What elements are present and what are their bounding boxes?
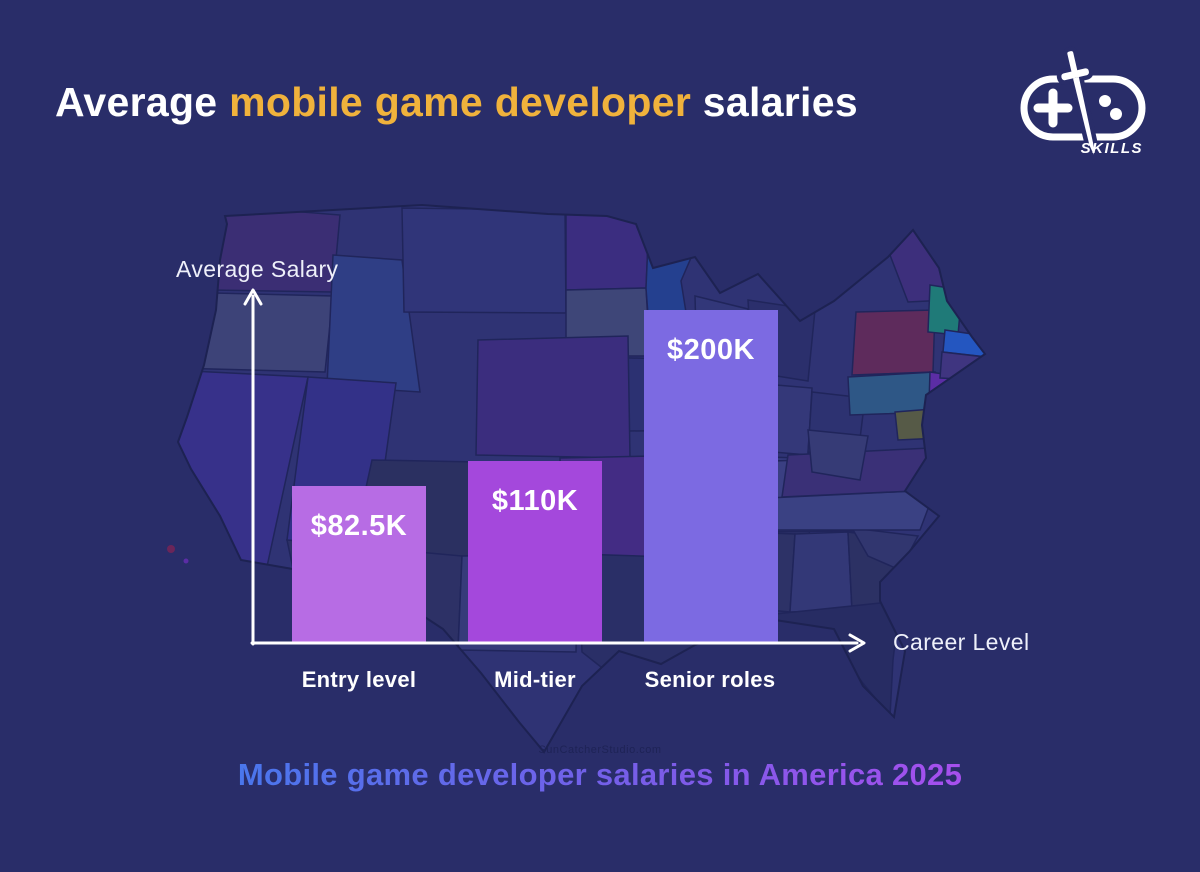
watermark-text: SunCatcherStudio.com: [538, 744, 662, 756]
bar-value-label: $200K: [667, 334, 755, 366]
x-axis-label: Career Level: [893, 629, 1030, 655]
y-axis-arrowhead-icon: [243, 288, 263, 306]
title-highlight: mobile game developer: [229, 79, 692, 125]
game-controller-sword-icon: [1020, 46, 1146, 160]
bar-entry-level: $82.5K: [292, 486, 426, 643]
map-island-dot: [167, 545, 175, 553]
sword-icon: [1056, 46, 1099, 160]
page-title: Average mobile game developer salaries: [55, 79, 858, 126]
bar-value-label: $110K: [491, 485, 579, 517]
title-suffix: salaries: [691, 79, 858, 125]
y-axis-label: Average Salary: [176, 256, 339, 282]
category-label-entry-level: Entry level: [301, 667, 417, 692]
bar-value-label: $82.5K: [310, 510, 408, 542]
title-prefix: Average: [55, 79, 230, 125]
bar-mid-tier: $110K: [468, 461, 602, 643]
category-label-senior-roles: Senior roles: [644, 667, 776, 692]
logo-brand-text: SKILLS: [1080, 140, 1143, 157]
bar-senior-roles: $200K: [644, 310, 778, 643]
map-island-dot: [183, 558, 189, 564]
x-axis-arrowhead-icon: [848, 633, 866, 653]
category-label-mid-tier: Mid-tier: [494, 667, 576, 692]
chart-caption: Mobile game developer salaries in Americ…: [0, 757, 1200, 793]
